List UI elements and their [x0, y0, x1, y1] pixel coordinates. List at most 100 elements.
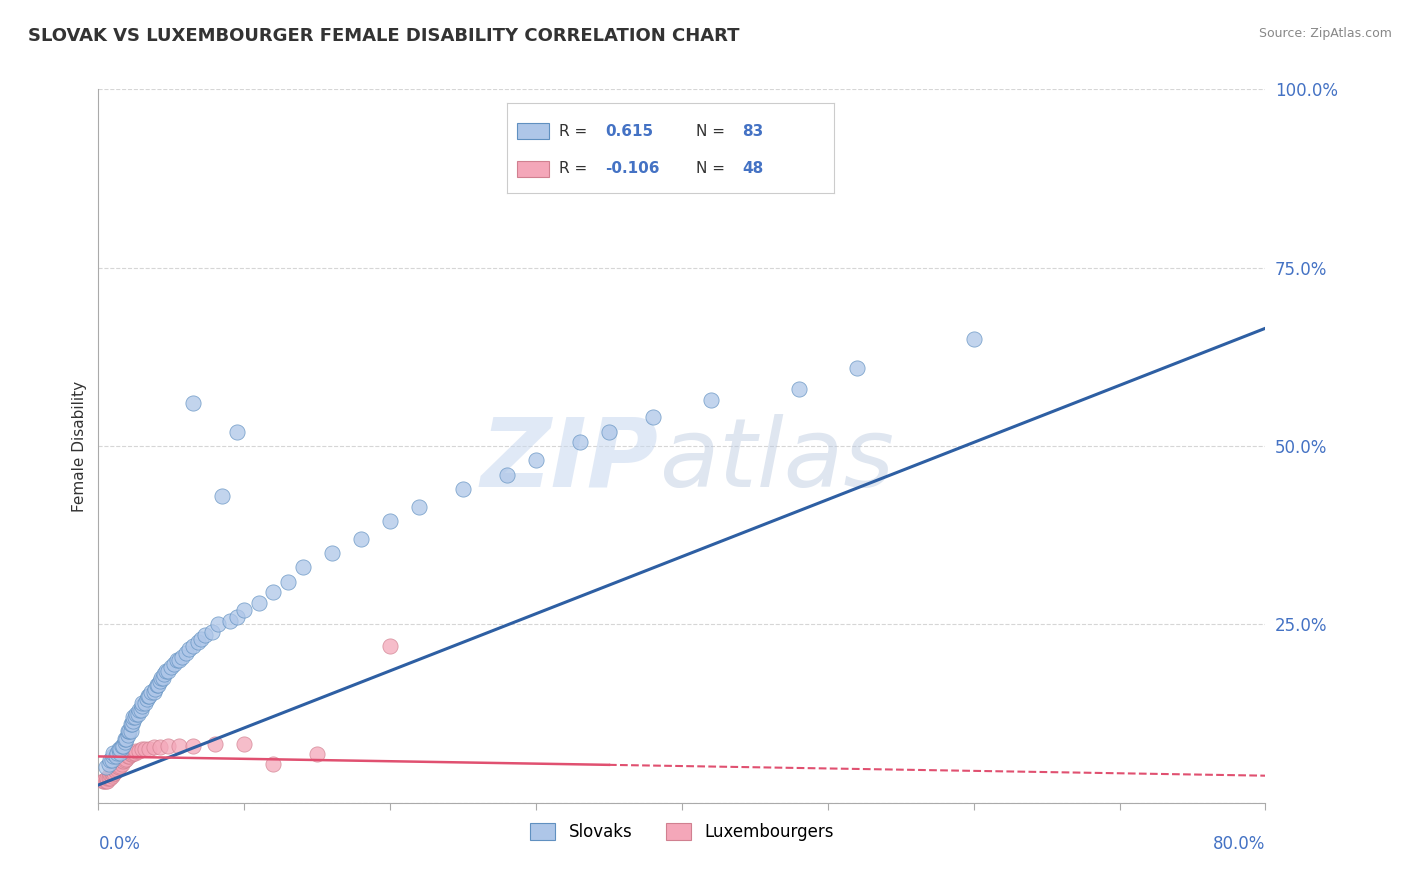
Text: Source: ZipAtlas.com: Source: ZipAtlas.com: [1258, 27, 1392, 40]
Point: [155, 664, 177, 678]
Y-axis label: Female Disability: Female Disability: [72, 380, 87, 512]
Point: [247, 596, 270, 610]
Point: [96, 774, 118, 789]
Point: [194, 628, 217, 642]
Point: [101, 746, 124, 760]
Point: [103, 765, 125, 780]
Point: [138, 742, 160, 756]
Point: [451, 482, 474, 496]
Point: [120, 747, 142, 762]
Point: [122, 714, 145, 728]
Point: [101, 767, 124, 781]
Point: [201, 624, 224, 639]
Point: [149, 674, 172, 689]
Point: [100, 765, 122, 780]
Point: [350, 532, 373, 546]
Point: [120, 717, 142, 731]
Point: [117, 728, 139, 742]
Point: [124, 710, 146, 724]
Point: [131, 696, 153, 710]
Point: [98, 753, 121, 767]
Point: [598, 425, 620, 439]
Point: [124, 746, 146, 760]
Point: [157, 739, 180, 753]
Point: [108, 760, 131, 774]
Legend: Slovaks, Luxembourgers: Slovaks, Luxembourgers: [523, 816, 841, 848]
Point: [134, 742, 156, 756]
Point: [146, 678, 169, 692]
Point: [114, 735, 136, 749]
Point: [277, 574, 299, 589]
Point: [233, 603, 256, 617]
Point: [127, 706, 149, 721]
Point: [111, 753, 134, 767]
Point: [110, 742, 132, 756]
Point: [307, 747, 329, 762]
Point: [121, 747, 143, 762]
Point: [962, 332, 984, 346]
Point: [118, 749, 141, 764]
Point: [114, 731, 136, 746]
Point: [163, 657, 186, 671]
Point: [122, 710, 145, 724]
Text: 0.0%: 0.0%: [98, 835, 141, 853]
Point: [321, 546, 343, 560]
Point: [129, 703, 152, 717]
Point: [128, 744, 150, 758]
Point: [105, 746, 128, 760]
Point: [226, 610, 249, 624]
Point: [111, 739, 134, 753]
Point: [104, 764, 127, 778]
Point: [142, 685, 165, 699]
Point: [174, 646, 197, 660]
Point: [111, 756, 134, 771]
Point: [187, 635, 209, 649]
Point: [218, 614, 240, 628]
Point: [524, 453, 547, 467]
Point: [135, 692, 157, 706]
Point: [103, 762, 125, 776]
Point: [262, 756, 284, 771]
Point: [152, 671, 174, 685]
Point: [149, 740, 172, 755]
Point: [211, 489, 233, 503]
Point: [128, 703, 150, 717]
Point: [846, 360, 869, 375]
Point: [112, 739, 135, 753]
Point: [134, 696, 156, 710]
Point: [105, 758, 128, 772]
Point: [139, 685, 162, 699]
Point: [226, 425, 249, 439]
Point: [136, 689, 159, 703]
Point: [110, 746, 132, 760]
Point: [117, 724, 139, 739]
Point: [148, 678, 170, 692]
Point: [181, 396, 204, 410]
Point: [122, 746, 145, 760]
Point: [167, 739, 190, 753]
Point: [291, 560, 314, 574]
Point: [160, 660, 183, 674]
Point: [204, 737, 226, 751]
Point: [125, 706, 148, 721]
Text: SLOVAK VS LUXEMBOURGER FEMALE DISABILITY CORRELATION CHART: SLOVAK VS LUXEMBOURGER FEMALE DISABILITY…: [28, 27, 740, 45]
Text: ZIP: ZIP: [481, 414, 658, 507]
Point: [117, 749, 139, 764]
Point: [100, 753, 122, 767]
Point: [118, 724, 141, 739]
Point: [98, 767, 121, 781]
Point: [143, 681, 166, 696]
Point: [110, 758, 132, 772]
Point: [181, 639, 204, 653]
Point: [94, 760, 117, 774]
Point: [101, 764, 124, 778]
Point: [700, 392, 723, 407]
Point: [233, 737, 256, 751]
Point: [157, 664, 180, 678]
Point: [93, 774, 115, 789]
Point: [100, 769, 122, 783]
Point: [91, 774, 114, 789]
Point: [115, 751, 138, 765]
Point: [108, 756, 131, 771]
Point: [408, 500, 430, 514]
